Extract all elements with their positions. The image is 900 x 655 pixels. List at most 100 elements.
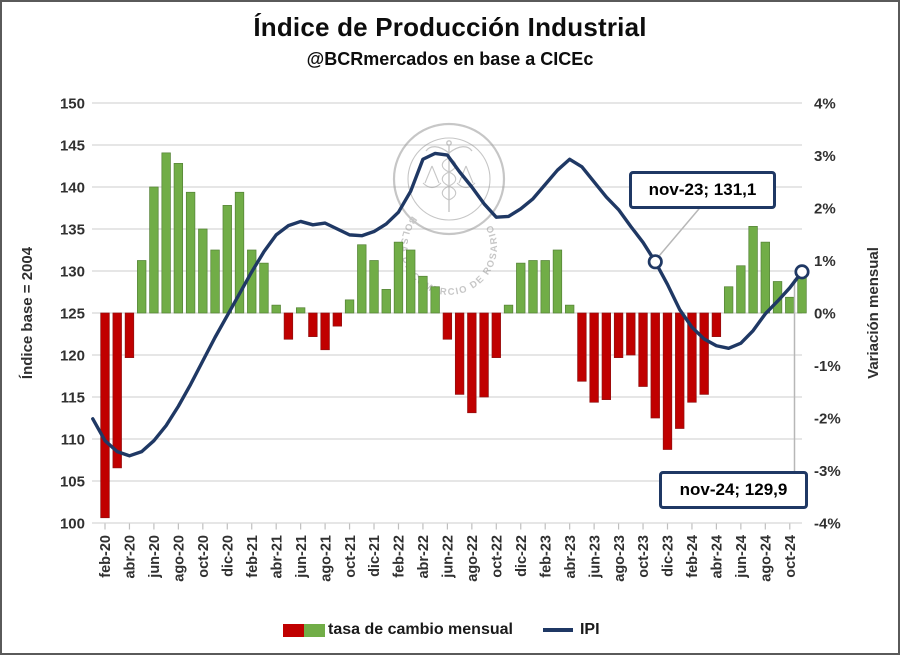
bar-positive — [540, 260, 550, 314]
annotation-callout-nov24-label: nov-24; 129,9 — [679, 480, 788, 499]
annotation-callout-nov24: nov-24; 129,9 — [659, 471, 808, 509]
chart-subtitle: @BCRmercados en base a CICEc — [306, 49, 594, 69]
x-axis-tick-label: dic-23 — [661, 535, 677, 577]
bar-series — [100, 152, 807, 519]
bar-negative — [711, 312, 722, 337]
right-axis-title: Variación mensual — [865, 247, 882, 379]
bar-positive — [760, 241, 770, 314]
bar-positive — [234, 191, 245, 314]
bar-negative — [308, 312, 318, 337]
x-axis-tick-label: jun-20 — [147, 535, 163, 579]
bar-positive — [161, 152, 171, 314]
line-markers — [647, 254, 810, 280]
right-axis-tick-label: 0% — [814, 306, 836, 323]
x-axis-tick-label: feb-24 — [685, 535, 701, 578]
bar-positive — [748, 226, 758, 314]
right-axis-tick-label: 2% — [814, 201, 836, 218]
legend-swatch-negative — [283, 623, 304, 637]
x-axis-tick-label: ago-21 — [318, 535, 334, 582]
bar-positive — [381, 289, 391, 314]
bar-negative — [687, 312, 697, 403]
bar-positive — [222, 205, 232, 314]
left-axis-title: Índice base = 2004 — [19, 246, 36, 379]
bar-positive — [137, 260, 147, 314]
bar-negative — [601, 312, 612, 400]
line-marker-nov-23 — [647, 254, 663, 270]
bar-positive — [785, 296, 795, 314]
x-axis-tick-label: oct-24 — [783, 535, 799, 578]
bar-positive — [295, 307, 306, 314]
axis-tick-labels: 150 145 140 135 130 125 120 115 110 105 100 4% 3% 2% 1… — [60, 96, 841, 582]
x-axis-tick-label: jun-23 — [587, 535, 603, 579]
x-axis-tick-label: abr-22 — [416, 535, 432, 579]
annotation-leader-lines — [658, 204, 796, 471]
right-axis-tick-label: 3% — [814, 148, 836, 165]
x-axis-tick-label: abr-21 — [269, 535, 285, 579]
bar-negative — [479, 312, 489, 398]
bar-positive — [344, 299, 355, 314]
x-axis-tick-label: jun-22 — [441, 535, 457, 579]
legend-label-ipi: IPI — [579, 621, 600, 638]
bar-negative — [283, 312, 294, 340]
left-axis-tick-label: 100 — [60, 516, 85, 533]
bar-negative — [577, 312, 587, 382]
x-axis-tick-label: ago-20 — [172, 535, 188, 582]
bar-positive — [393, 241, 404, 314]
bar-positive — [369, 260, 379, 314]
bar-positive — [723, 286, 734, 314]
bar-positive — [418, 275, 428, 314]
annotation-callout-nov23-label: nov-23; 131,1 — [648, 180, 757, 199]
bar-negative — [626, 312, 636, 356]
bar-positive — [357, 244, 367, 314]
x-axis-tick-label: feb-20 — [98, 535, 114, 578]
x-axis-tick-label: abr-20 — [123, 535, 139, 579]
x-axis-tick-label: dic-21 — [367, 535, 383, 577]
leader-line-nov23 — [658, 204, 703, 257]
right-axis-tick-label: 1% — [814, 253, 836, 270]
annotation-callout-nov23: nov-23; 131,1 — [629, 171, 776, 209]
right-axis-tick-label: -3% — [814, 463, 841, 480]
x-axis-tick-label: dic-22 — [514, 535, 530, 577]
x-axis-tick-label: jun-24 — [734, 535, 750, 579]
x-axis-tick-label: oct-22 — [489, 535, 505, 578]
legend: tasa de cambio mensual IPI — [283, 620, 600, 640]
right-axis-tick-label: -2% — [814, 411, 841, 428]
bar-negative — [491, 312, 501, 358]
right-axis-tick-label: -4% — [814, 516, 841, 533]
bar-positive — [736, 265, 746, 314]
x-axis-tick-label: oct-20 — [196, 535, 212, 578]
ipi-line — [91, 151, 804, 458]
bar-negative — [320, 312, 330, 351]
left-axis-tick-label: 105 — [60, 474, 85, 491]
bar-positive — [173, 163, 184, 314]
x-axis-tick-label: jun-21 — [294, 535, 310, 579]
bar-negative — [589, 312, 599, 403]
left-axis-tick-label: 130 — [60, 264, 85, 281]
line-marker-nov-24 — [794, 264, 810, 280]
x-axis-tick-label: ago-23 — [612, 535, 628, 582]
x-axis-tick-label: feb-21 — [245, 535, 261, 578]
bar-negative — [100, 312, 110, 519]
bar-negative — [638, 312, 648, 387]
left-axis-tick-label: 115 — [61, 390, 85, 407]
bar-positive — [149, 186, 159, 314]
left-axis-tick-label: 110 — [61, 432, 85, 449]
bar-positive — [271, 304, 281, 314]
bar-positive — [797, 273, 807, 314]
bar-positive — [259, 262, 269, 314]
chart-title: Índice de Producción Industrial — [253, 12, 647, 42]
scales-icon — [422, 165, 476, 189]
bar-negative — [662, 312, 673, 450]
x-axis-tick-label: ago-22 — [465, 535, 481, 582]
bar-negative — [112, 312, 122, 469]
bar-positive — [185, 191, 196, 314]
bar-negative — [124, 312, 135, 358]
left-axis-tick-label: 140 — [60, 180, 85, 197]
x-axis-tick-label: abr-23 — [563, 535, 579, 579]
bar-positive — [247, 249, 257, 314]
x-axis-tick-label: oct-23 — [636, 535, 652, 578]
bar-negative — [332, 312, 342, 327]
x-axis-tick-label: abr-24 — [710, 535, 726, 579]
